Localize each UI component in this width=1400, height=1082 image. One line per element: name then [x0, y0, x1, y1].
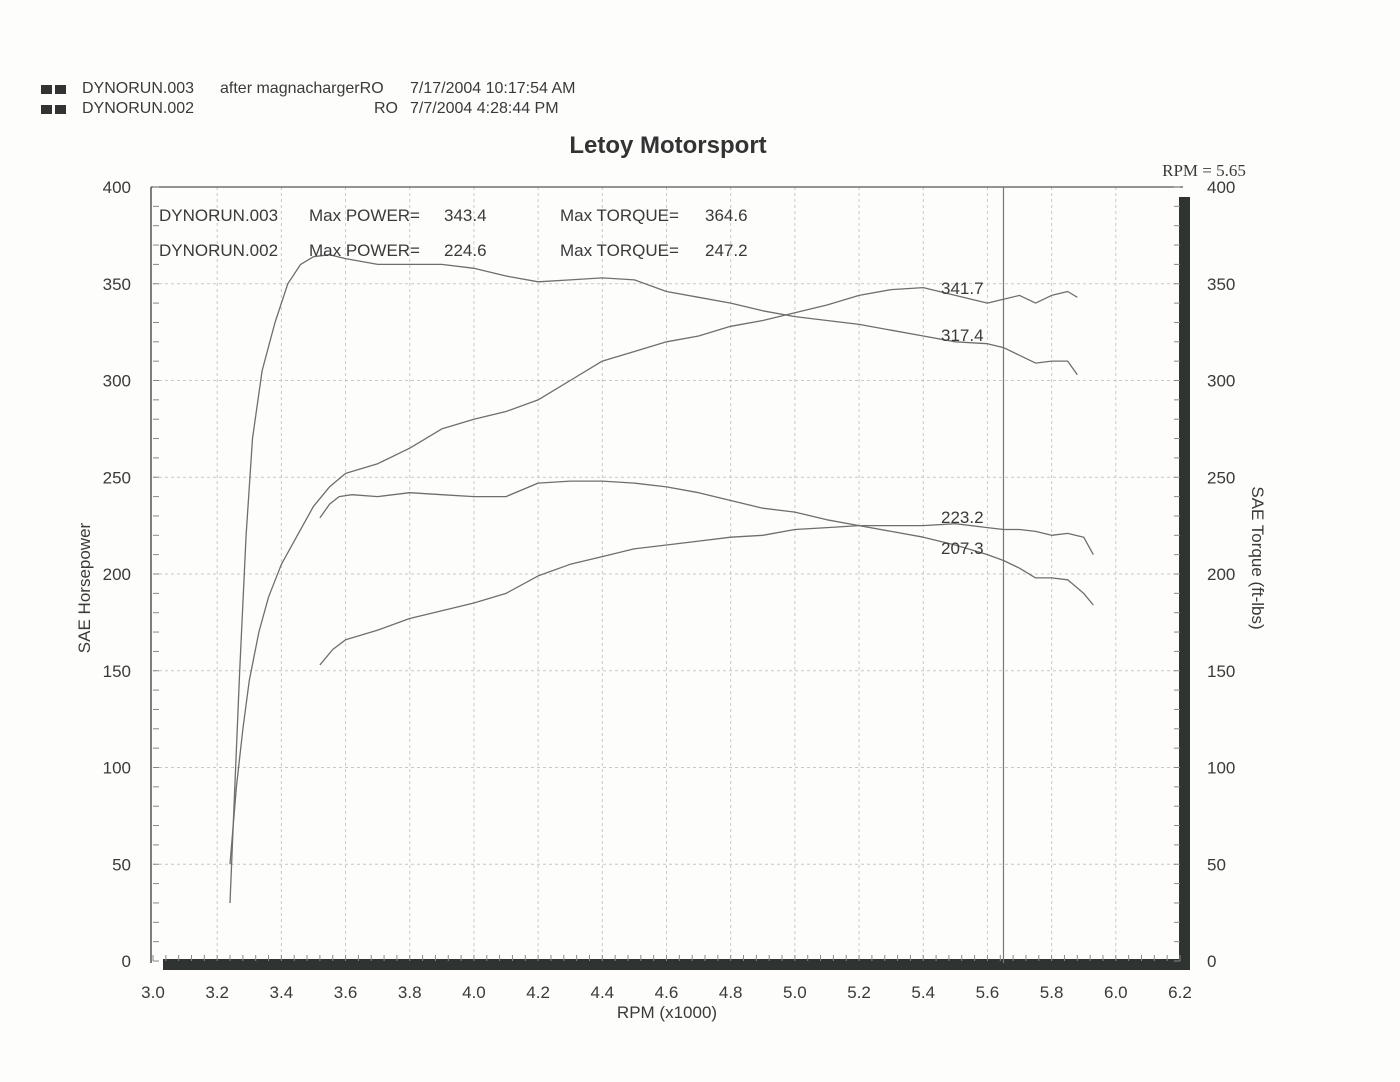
plot-frame-bottom-bar — [163, 959, 1190, 970]
y2-axis-label: SAE Torque (ft-lbs) — [1248, 486, 1267, 629]
x-tick-label: 4.2 — [526, 983, 550, 1002]
y-axis-label: SAE Horsepower — [75, 522, 94, 653]
run-003-swatch — [41, 85, 67, 94]
x-tick-label: 4.8 — [719, 983, 743, 1002]
summary-003-torque: 364.6 — [705, 206, 748, 225]
cursor-value-002-power: 223.2 — [941, 508, 984, 527]
run-003-name: DYNORUN.003 — [82, 80, 195, 97]
x-tick-label: 5.6 — [976, 983, 1000, 1002]
cursor-label: RPM = 5.65 — [1162, 161, 1246, 180]
y-tick-label: 250 — [103, 468, 131, 487]
series-line-dynorun-003-torque — [229, 254, 1078, 904]
summary-002-torque-label: Max TORQUE= — [560, 241, 679, 260]
chart-title: Letoy Motorsport — [569, 132, 766, 159]
x-tick-label: 5.2 — [847, 983, 871, 1002]
y-tick-label: 400 — [103, 178, 131, 197]
y-tick-label: 100 — [103, 759, 131, 778]
y2-tick-label: 50 — [1207, 855, 1226, 874]
x-tick-label: 6.2 — [1168, 983, 1192, 1002]
series-line-dynorun-002-power — [319, 523, 1094, 666]
run-003-datetime: 7/17/2004 10:17:54 AM — [410, 80, 576, 97]
y-tick-label: 50 — [112, 855, 131, 874]
x-tick-label: 5.4 — [911, 983, 935, 1002]
x-tick-label: 3.0 — [141, 983, 165, 1002]
y-tick-label: 200 — [103, 565, 131, 584]
series-line-dynorun-003-power — [229, 286, 1078, 865]
x-tick-label: 4.4 — [590, 983, 614, 1002]
y-tick-label: 300 — [103, 372, 131, 391]
x-tick-label: 3.8 — [398, 983, 422, 1002]
x-tick-label: 3.6 — [334, 983, 358, 1002]
data-series — [229, 254, 1094, 904]
summary-003-run: DYNORUN.003 — [159, 206, 278, 225]
axis-ticks: 3.0 3.2 3.4 3.6 3.8 4.0 4.2 4.4 4.6 4.8 5.0 5.2 5.4 5… — [103, 178, 1236, 1002]
summary-002-torque: 247.2 — [705, 241, 748, 260]
summary-003-torque-label: Max TORQUE= — [560, 206, 679, 225]
x-axis-label: RPM (x1000) — [617, 1003, 717, 1022]
summary-003-power: 343.4 — [444, 206, 487, 225]
summary-002-power: 224.6 — [444, 241, 487, 260]
y2-tick-label: 100 — [1207, 759, 1235, 778]
cursor-value-003-torque: 317.4 — [941, 326, 984, 345]
x-tick-label: 5.8 — [1040, 983, 1064, 1002]
x-tick-label: 5.0 — [783, 983, 807, 1002]
y-tick-label: 350 — [103, 275, 131, 294]
summary-003-power-label: Max POWER= — [309, 206, 420, 225]
y2-tick-label: 0 — [1207, 952, 1216, 971]
x-tick-label: 3.2 — [205, 983, 229, 1002]
run-002-datetime: 7/7/2004 4:28:44 PM — [410, 100, 559, 117]
cursor-value-002-torque: 207.3 — [941, 539, 984, 558]
cursor-value-003-power: 341.7 — [941, 279, 984, 298]
y2-tick-label: 250 — [1207, 468, 1235, 487]
y2-tick-label: 150 — [1207, 662, 1235, 681]
run-002-name: DYNORUN.002 — [82, 100, 195, 117]
x-tick-label: 6.0 — [1104, 983, 1128, 1002]
x-tick-label: 3.4 — [270, 983, 294, 1002]
summary-002-run: DYNORUN.002 — [159, 241, 278, 260]
y2-tick-label: 400 — [1207, 178, 1235, 197]
run-002-swatch — [41, 105, 67, 114]
y-tick-label: 150 — [103, 662, 131, 681]
plot-frame-right-bar — [1179, 197, 1190, 970]
run-003-note: after magnachargerRO — [220, 80, 384, 97]
series-line-dynorun-002-torque — [319, 480, 1094, 606]
y-tick-label: 0 — [122, 952, 131, 971]
y2-tick-label: 300 — [1207, 372, 1235, 391]
summary-002-power-label: Max POWER= — [309, 241, 420, 260]
y2-tick-label: 350 — [1207, 275, 1235, 294]
run-002-note: RO — [374, 100, 398, 117]
x-tick-label: 4.0 — [462, 983, 486, 1002]
y2-tick-label: 200 — [1207, 565, 1235, 584]
grid — [153, 187, 1180, 961]
x-tick-label: 4.6 — [655, 983, 679, 1002]
